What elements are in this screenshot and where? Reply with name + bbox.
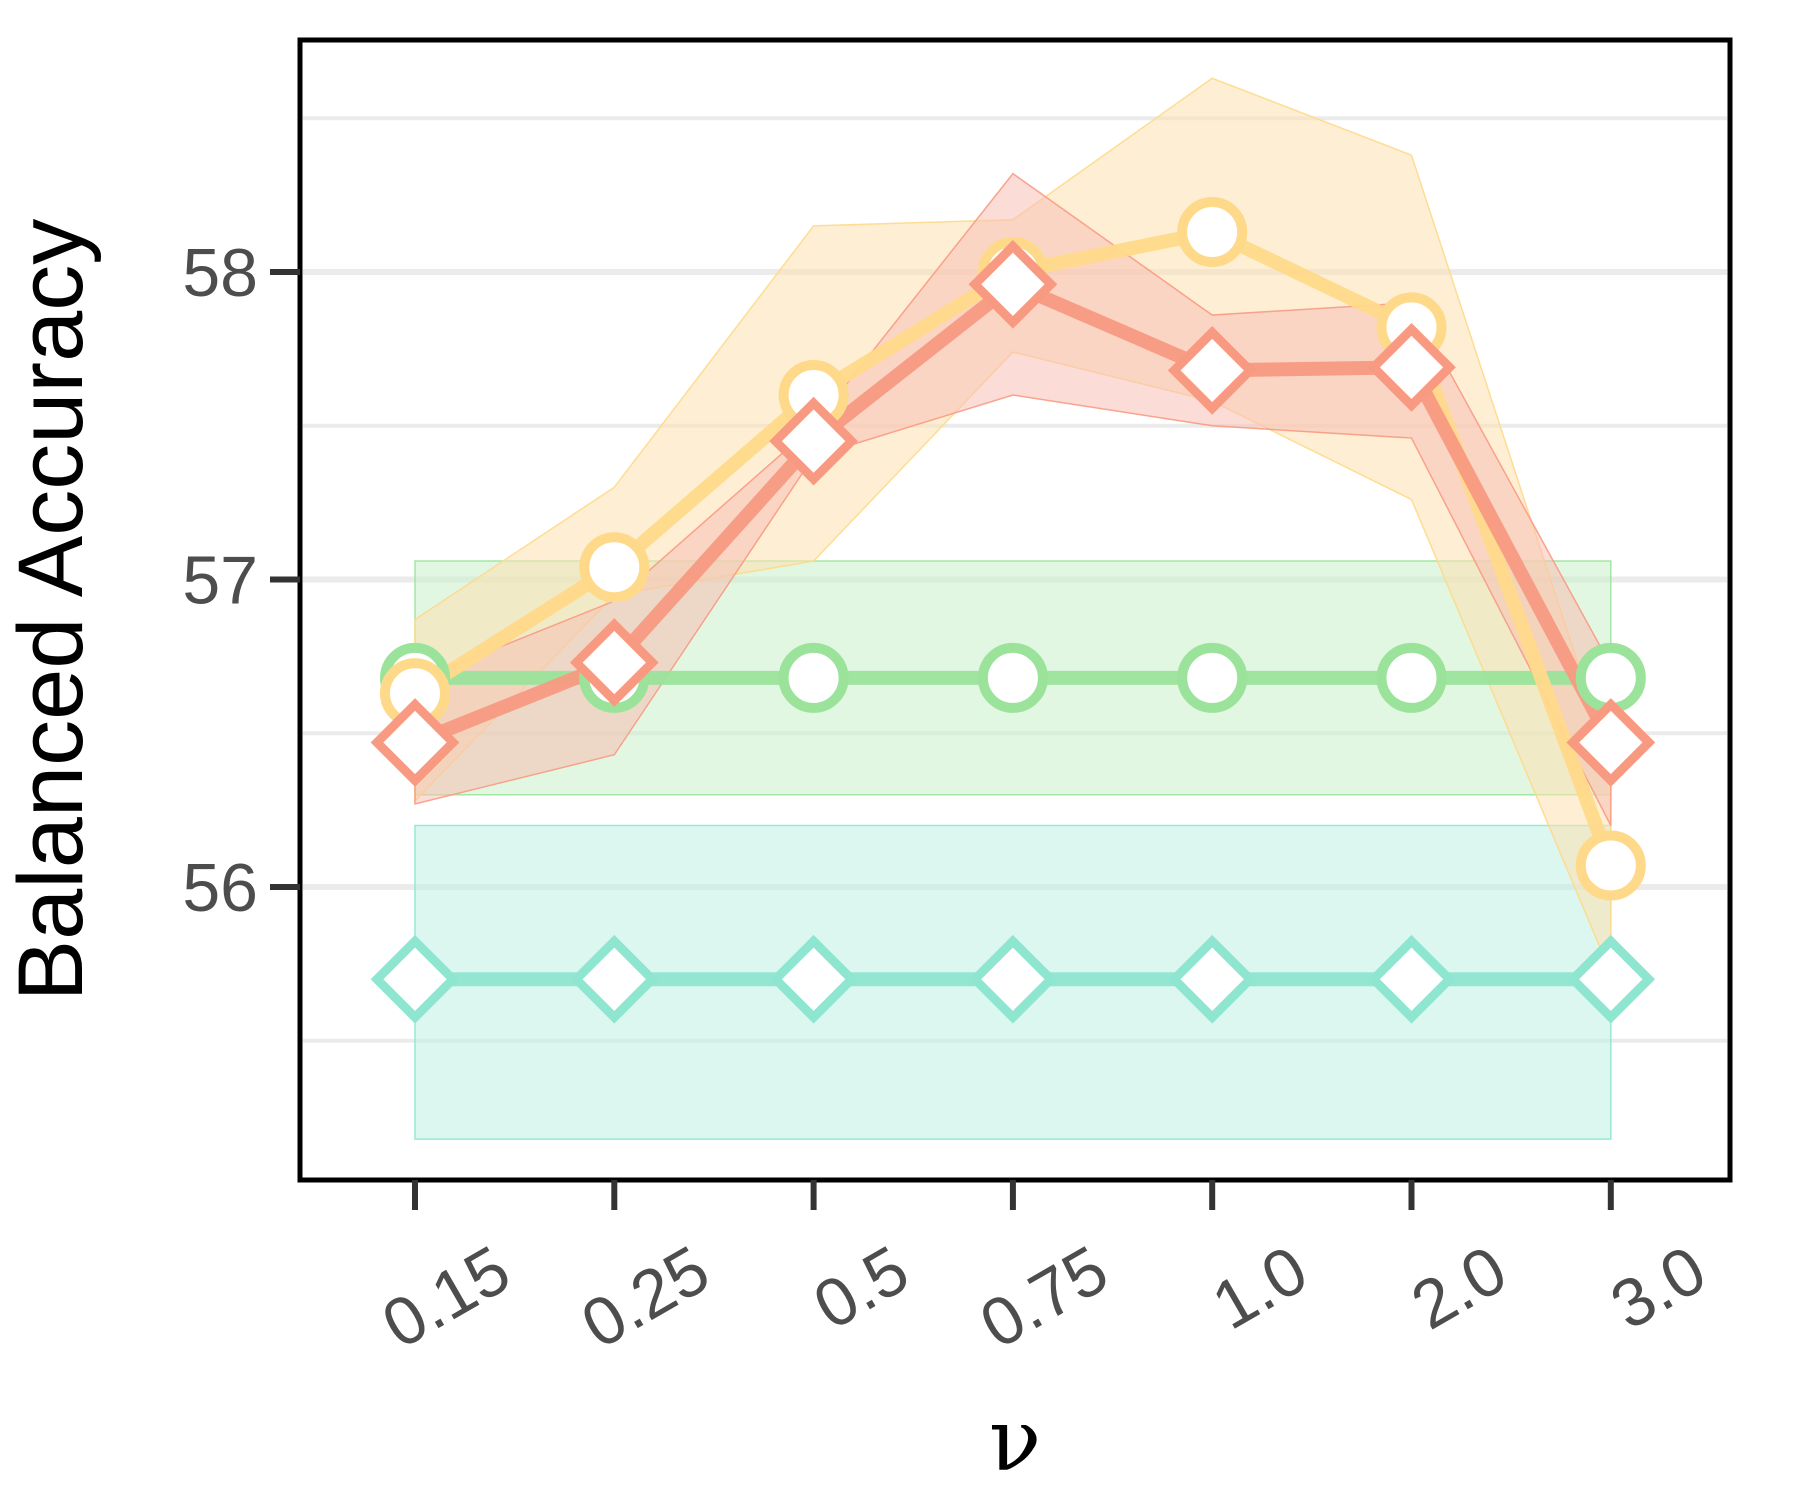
x-tick-label: 2.0 (1399, 1231, 1519, 1344)
point-marker (370, 698, 460, 787)
point-marker (1167, 934, 1257, 1024)
point-marker (1566, 934, 1656, 1024)
point-marker (769, 934, 858, 1024)
point-marker (1367, 934, 1456, 1024)
y-tick-label: 57 (182, 543, 258, 619)
point-marker (968, 934, 1058, 1024)
x-tick-label: 0.75 (968, 1231, 1121, 1363)
point-marker (1566, 698, 1656, 787)
point-marker (1376, 642, 1447, 713)
point-marker (968, 239, 1058, 329)
x-tick-label: 3.0 (1598, 1231, 1718, 1344)
y-axis-label: Balanced Accuracy (0, 219, 102, 1001)
series-markers (370, 197, 1656, 1024)
point-marker (778, 642, 849, 713)
x-tick-label: 0.25 (569, 1231, 722, 1363)
point-marker (579, 532, 650, 603)
x-axis-label: ν (989, 1391, 1041, 1491)
point-marker (1177, 197, 1248, 268)
point-marker (1575, 830, 1646, 901)
x-tick-label: 0.5 (801, 1231, 921, 1344)
point-marker (1167, 326, 1257, 415)
point-marker (569, 934, 659, 1024)
point-marker (370, 934, 460, 1024)
y-tick-label: 58 (182, 235, 258, 311)
y-tick-label: 56 (182, 850, 258, 926)
point-marker (977, 642, 1048, 713)
x-tick-label: 0.15 (370, 1231, 523, 1363)
point-marker (569, 618, 659, 707)
confidence-band-4 (414, 172, 1612, 826)
point-marker (1177, 642, 1248, 713)
point-marker (769, 396, 858, 486)
point-marker (1367, 322, 1456, 412)
x-tick-label: 1.0 (1200, 1231, 1320, 1344)
